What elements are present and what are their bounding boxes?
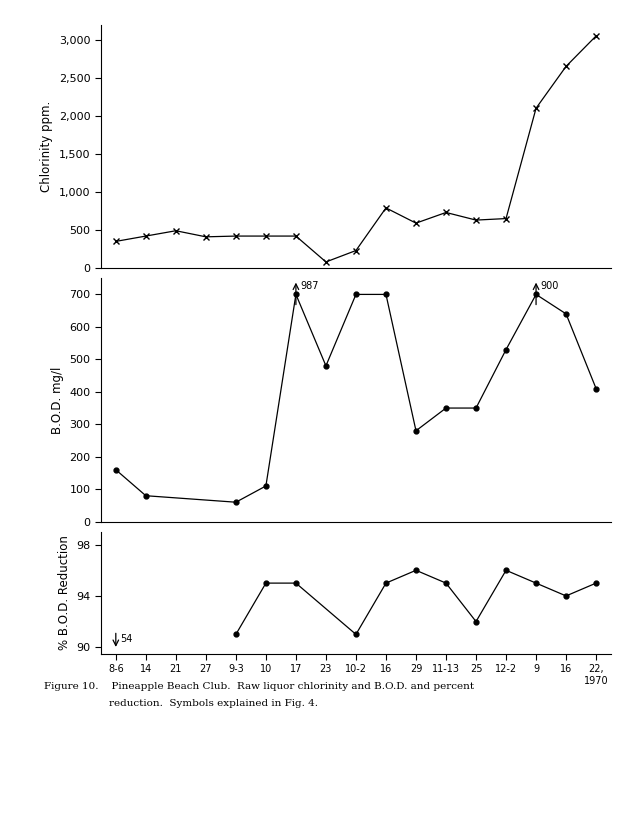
Y-axis label: % B.O.D. Reduction: % B.O.D. Reduction xyxy=(57,535,71,650)
Text: 54: 54 xyxy=(120,634,133,645)
Y-axis label: Chlorinity ppm.: Chlorinity ppm. xyxy=(40,100,53,192)
Y-axis label: B.O.D. mg/l: B.O.D. mg/l xyxy=(50,366,64,434)
Text: reduction.  Symbols explained in Fig. 4.: reduction. Symbols explained in Fig. 4. xyxy=(44,699,318,708)
Text: Figure 10.    Pineapple Beach Club.  Raw liquor chlorinity and B.O.D. and percen: Figure 10. Pineapple Beach Club. Raw liq… xyxy=(44,682,474,691)
Text: 900: 900 xyxy=(541,281,559,292)
Text: 987: 987 xyxy=(301,281,319,292)
